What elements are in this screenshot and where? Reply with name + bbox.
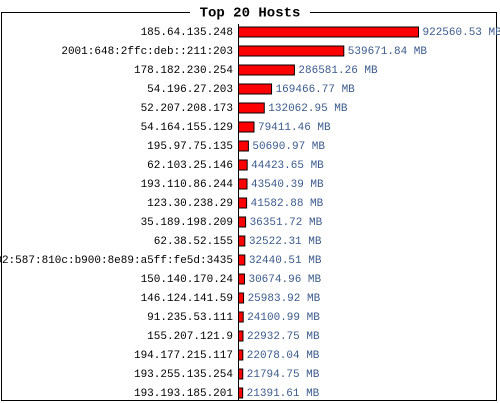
category-label: 35.189.198.209 <box>141 217 233 229</box>
category-label: 62.38.52.155 <box>154 236 233 248</box>
value-label: 43540.39 MB <box>251 179 324 191</box>
category-label: 62.103.25.146 <box>147 160 233 172</box>
title-backdrop <box>190 4 310 20</box>
category-label: 146.124.141.59 <box>141 293 233 305</box>
bar <box>238 235 246 247</box>
bar <box>238 197 248 209</box>
value-label: 539671.84 MB <box>348 46 428 58</box>
value-label: 24100.99 MB <box>247 312 320 324</box>
value-label: 169466.77 MB <box>276 84 356 96</box>
value-label: 25983.92 MB <box>248 293 321 305</box>
category-label: 185.64.135.248 <box>141 27 233 39</box>
category-label: 193.255.135.254 <box>134 369 233 381</box>
bar <box>238 311 244 323</box>
bar <box>238 273 245 285</box>
value-label: 132062.95 MB <box>268 103 348 115</box>
chart-title: Top 20 Hosts <box>200 6 301 22</box>
bar <box>238 121 255 133</box>
value-label: 22078.04 MB <box>247 350 320 362</box>
category-label: 194.177.215.117 <box>134 350 233 362</box>
value-label: 22932.75 MB <box>247 331 320 343</box>
category-label: 155.207.121.9 <box>147 331 233 343</box>
category-label: 195.97.75.135 <box>147 141 233 153</box>
bar <box>238 140 249 152</box>
bar <box>238 330 244 342</box>
value-label: 50690.97 MB <box>252 141 325 153</box>
category-label: 54.196.27.203 <box>147 84 233 96</box>
bar <box>238 368 244 380</box>
category-label: 193.193.185.201 <box>134 388 233 400</box>
bar <box>238 159 248 171</box>
category-label: 150.140.170.24 <box>141 274 234 286</box>
category-label: 52.207.208.173 <box>141 103 233 115</box>
value-label: 36351.72 MB <box>250 217 323 229</box>
category-label: 123.30.238.29 <box>147 198 233 210</box>
category-label: 91.235.53.111 <box>147 312 233 324</box>
value-label: 79411.46 MB <box>258 122 331 134</box>
category-label: 2a02:587:810c:b900:8e89:a5ff:fe5d:3435 <box>0 255 233 267</box>
value-label: 32440.51 MB <box>249 255 322 267</box>
bar <box>238 83 273 95</box>
bar <box>238 387 244 399</box>
value-label: 32522.31 MB <box>249 236 322 248</box>
value-label: 286581.26 MB <box>298 65 378 77</box>
value-label: 44423.65 MB <box>251 160 324 172</box>
bar <box>238 292 245 304</box>
value-label: 21391.61 MB <box>247 388 320 400</box>
bar <box>238 178 248 190</box>
category-label: 2001:648:2ffc:deb::211:203 <box>61 46 233 58</box>
value-label: 21794.75 MB <box>247 369 320 381</box>
bar <box>238 64 295 76</box>
value-label: 922560.53 MB <box>423 27 500 39</box>
category-label: 193.110.86.244 <box>141 179 234 191</box>
value-label: 41582.88 MB <box>251 198 324 210</box>
bar <box>238 216 247 228</box>
bar <box>238 349 244 361</box>
bar <box>238 26 419 38</box>
bar <box>238 254 246 266</box>
category-label: 178.182.230.254 <box>134 65 233 77</box>
bar <box>238 45 345 57</box>
category-label: 54.164.155.129 <box>141 122 233 134</box>
bar <box>238 102 265 114</box>
value-label: 30674.96 MB <box>248 274 321 286</box>
